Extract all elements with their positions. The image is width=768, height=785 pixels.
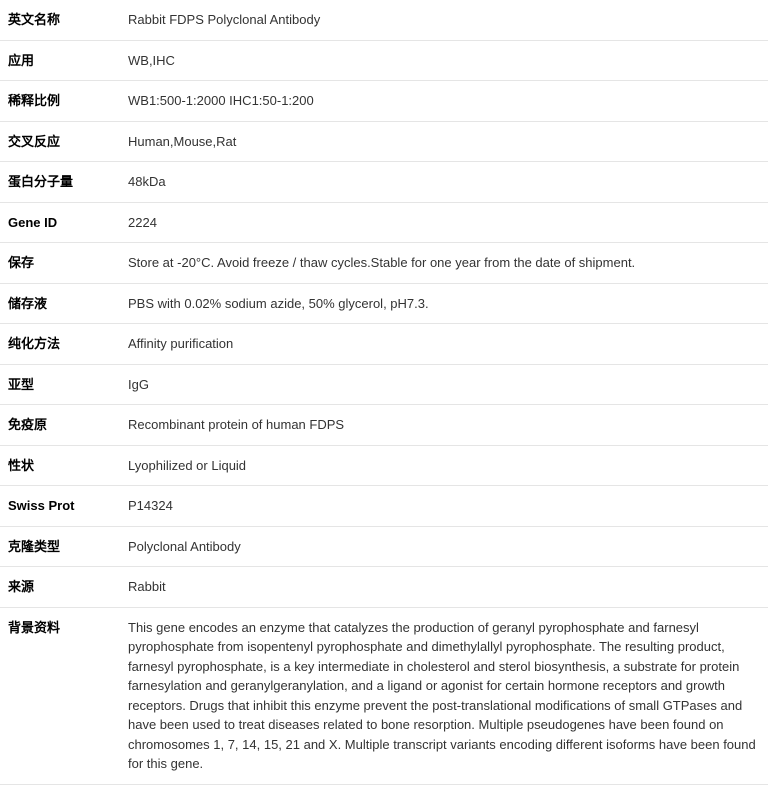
- row-label: 来源: [0, 567, 120, 608]
- row-label: 背景资料: [0, 607, 120, 784]
- table-row: 蛋白分子量48kDa: [0, 162, 768, 203]
- row-label: 克隆类型: [0, 526, 120, 567]
- table-row: 亚型IgG: [0, 364, 768, 405]
- table-row: Swiss ProtP14324: [0, 486, 768, 527]
- spec-table: 英文名称Rabbit FDPS Polyclonal Antibody应用WB,…: [0, 0, 768, 785]
- table-row: 保存Store at -20°C. Avoid freeze / thaw cy…: [0, 243, 768, 284]
- spec-table-body: 英文名称Rabbit FDPS Polyclonal Antibody应用WB,…: [0, 0, 768, 784]
- table-row: 纯化方法Affinity purification: [0, 324, 768, 365]
- row-label: 应用: [0, 40, 120, 81]
- row-value: Recombinant protein of human FDPS: [120, 405, 768, 446]
- table-row: 英文名称Rabbit FDPS Polyclonal Antibody: [0, 0, 768, 40]
- table-row: Gene ID2224: [0, 202, 768, 243]
- table-row: 储存液PBS with 0.02% sodium azide, 50% glyc…: [0, 283, 768, 324]
- row-label: 交叉反应: [0, 121, 120, 162]
- row-value: Affinity purification: [120, 324, 768, 365]
- row-label: 英文名称: [0, 0, 120, 40]
- row-label: Swiss Prot: [0, 486, 120, 527]
- row-value: 2224: [120, 202, 768, 243]
- row-value: Human,Mouse,Rat: [120, 121, 768, 162]
- table-row: 性状Lyophilized or Liquid: [0, 445, 768, 486]
- row-value: Store at -20°C. Avoid freeze / thaw cycl…: [120, 243, 768, 284]
- row-value: Rabbit FDPS Polyclonal Antibody: [120, 0, 768, 40]
- table-row: 背景资料This gene encodes an enzyme that cat…: [0, 607, 768, 784]
- table-row: 克隆类型Polyclonal Antibody: [0, 526, 768, 567]
- table-row: 免疫原Recombinant protein of human FDPS: [0, 405, 768, 446]
- row-value: Lyophilized or Liquid: [120, 445, 768, 486]
- table-row: 应用WB,IHC: [0, 40, 768, 81]
- row-value: IgG: [120, 364, 768, 405]
- row-value: 48kDa: [120, 162, 768, 203]
- row-label: 亚型: [0, 364, 120, 405]
- row-value: This gene encodes an enzyme that catalyz…: [120, 607, 768, 784]
- row-label: 储存液: [0, 283, 120, 324]
- row-value: P14324: [120, 486, 768, 527]
- table-row: 来源Rabbit: [0, 567, 768, 608]
- table-row: 稀释比例WB1:500-1:2000 IHC1:50-1:200: [0, 81, 768, 122]
- table-row: 交叉反应Human,Mouse,Rat: [0, 121, 768, 162]
- row-label: 性状: [0, 445, 120, 486]
- row-value: Polyclonal Antibody: [120, 526, 768, 567]
- row-label: Gene ID: [0, 202, 120, 243]
- row-value: PBS with 0.02% sodium azide, 50% glycero…: [120, 283, 768, 324]
- row-value: WB,IHC: [120, 40, 768, 81]
- row-label: 免疫原: [0, 405, 120, 446]
- row-value: Rabbit: [120, 567, 768, 608]
- row-value: WB1:500-1:2000 IHC1:50-1:200: [120, 81, 768, 122]
- row-label: 稀释比例: [0, 81, 120, 122]
- row-label: 蛋白分子量: [0, 162, 120, 203]
- row-label: 纯化方法: [0, 324, 120, 365]
- row-label: 保存: [0, 243, 120, 284]
